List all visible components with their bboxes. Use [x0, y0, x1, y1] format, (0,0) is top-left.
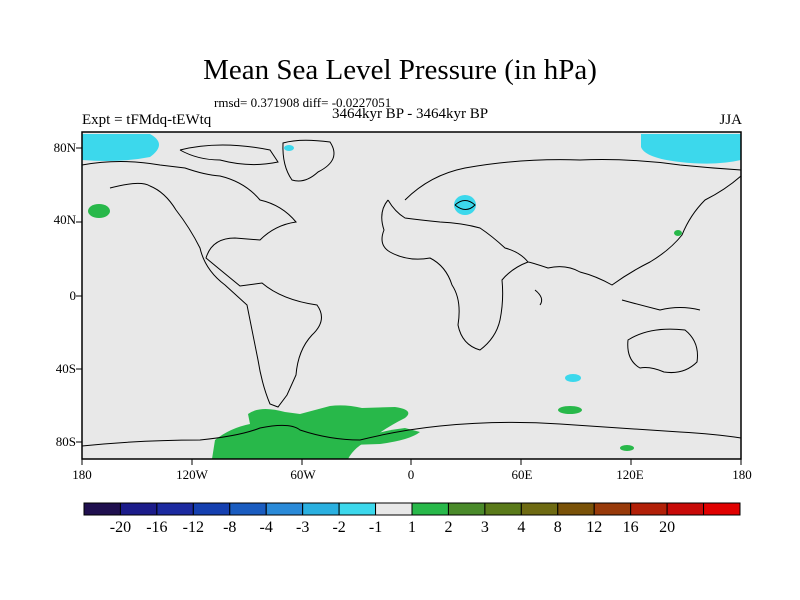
anomaly-patch-greenland	[284, 145, 294, 151]
colorbar-swatch	[593, 502, 632, 516]
lon-label-60w: 60W	[290, 467, 316, 482]
lon-label-0: 0	[407, 467, 415, 482]
colorbar-label: 2	[444, 519, 453, 536]
lon-label-60e: 60E	[511, 467, 533, 482]
lat-label-0: 0	[69, 288, 77, 303]
plot-title: Mean Sea Level Pressure (in hPa)	[203, 54, 597, 86]
colorbar	[83, 502, 741, 516]
coastline-eurasia	[404, 159, 742, 286]
colorbar-swatch	[192, 502, 231, 516]
colorbar-label: -20	[109, 519, 132, 536]
anomaly-patch-arctic-west	[82, 134, 159, 161]
anomaly-patch-north-pacific	[88, 204, 110, 218]
colorbar-swatch	[265, 502, 304, 516]
colorbar-label: -1	[368, 519, 383, 536]
colorbar-label: 1	[408, 519, 416, 536]
lon-label-120w: 120W	[176, 467, 208, 482]
coastline-africa-europe	[381, 199, 529, 351]
colorbar-label: -2	[332, 519, 346, 536]
colorbar-label: -8	[223, 519, 237, 536]
colorbar-label: 8	[553, 519, 562, 536]
coastline-americas	[81, 161, 322, 408]
colorbar-label: 4	[517, 519, 526, 536]
coastline-india	[534, 289, 543, 306]
map-ticks	[76, 147, 742, 465]
anomaly-patch-arctic-east	[641, 134, 741, 164]
anomaly-patch-east-antarctic	[620, 445, 634, 451]
season-label: JJA	[719, 112, 742, 128]
colorbar-swatch	[447, 502, 486, 516]
lat-label-40s: 40S	[55, 361, 76, 376]
stats-line: rmsd= 0.371908 diff= -0.0227051	[214, 95, 392, 110]
lon-label-180e: 180	[732, 467, 752, 482]
anomaly-patch-southern-ocean	[558, 406, 582, 414]
lon-label-120e: 120E	[616, 467, 644, 482]
coastline-indonesia	[621, 299, 701, 311]
colorbar-swatch	[302, 502, 340, 516]
anomaly-patch-weddell	[212, 405, 409, 459]
colorbar-swatch	[520, 502, 559, 516]
anomaly-patch-south-indian	[565, 374, 581, 382]
lon-label-180w: 180	[72, 467, 92, 482]
anomaly-patch-weddell-tongue	[350, 428, 420, 445]
colorbar-swatch	[630, 502, 668, 516]
colorbar-swatch	[338, 502, 377, 516]
colorbar-swatch	[229, 502, 267, 516]
colorbar-label: -12	[182, 519, 204, 536]
coastline-caspian	[454, 200, 476, 210]
map-field	[82, 132, 741, 459]
anomaly-patch-japan	[674, 230, 682, 236]
colorbar-label: 3	[480, 519, 489, 536]
coastline-arctic-islands	[179, 144, 279, 166]
colorbar-label: -3	[295, 519, 310, 536]
coastline-australia	[627, 328, 698, 373]
anomaly-patch-caspian	[454, 195, 476, 215]
experiment-label: Expt = tFMdq-tEWtq	[82, 112, 212, 128]
coastline-greenland	[282, 139, 335, 182]
coastlines	[81, 139, 742, 447]
colorbar-swatch	[484, 502, 522, 516]
colorbar-swatch	[156, 502, 194, 516]
colorbar-label: -4	[259, 519, 273, 536]
colorbar-swatch	[83, 502, 121, 516]
colorbar-swatch	[375, 502, 413, 516]
coastline-antarctica	[81, 421, 742, 447]
colorbar-swatch	[557, 502, 595, 516]
colorbar-label: -16	[146, 519, 168, 536]
colorbar-label: 16	[622, 519, 639, 536]
lat-label-40n: 40N	[53, 212, 76, 227]
colorbar-swatch	[119, 502, 158, 516]
colorbar-swatch	[411, 502, 449, 516]
plot-subtitle: 3464kyr BP - 3464kyr BP	[331, 106, 489, 122]
negative-anomaly-patches	[82, 134, 741, 382]
colorbar-swatch	[703, 502, 741, 516]
colorbar-label: 12	[586, 519, 603, 536]
colorbar-swatch	[666, 502, 705, 516]
lat-label-80s: 80S	[55, 434, 76, 449]
positive-anomaly-patches	[88, 204, 682, 459]
colorbar-label: 20	[659, 519, 676, 536]
lat-label-80n: 80N	[53, 140, 76, 155]
